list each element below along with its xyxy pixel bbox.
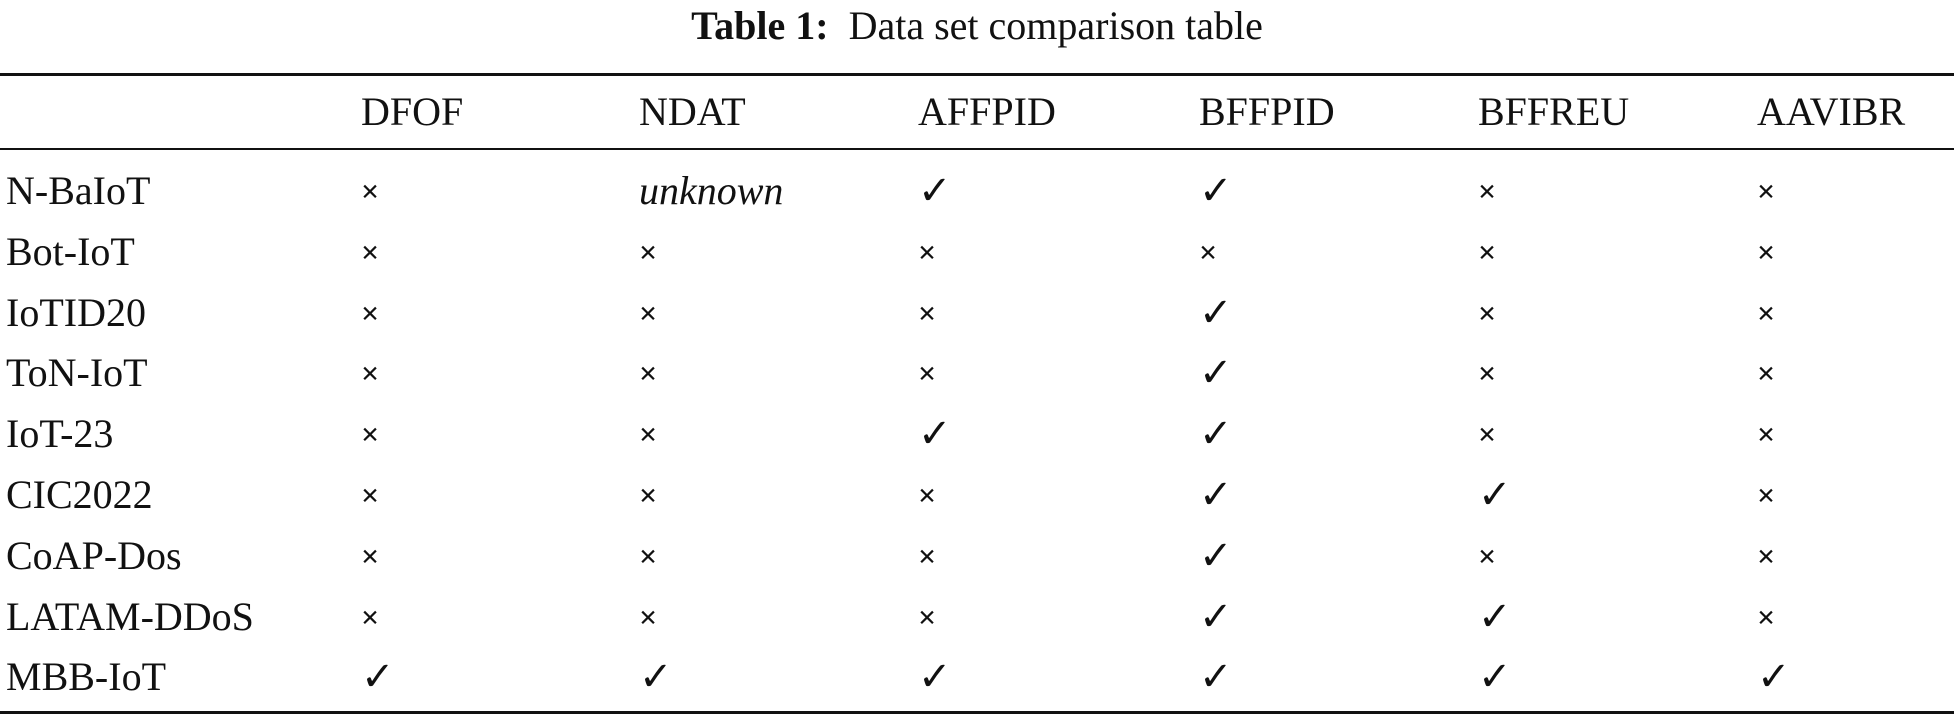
cell: × [918,355,937,392]
row-label: IoTID20 [6,289,146,335]
caption: Table 1: Data set comparison table [0,4,1954,48]
cell: ✓ [1199,411,1233,457]
cell: × [1478,355,1497,392]
cell: × [361,477,380,513]
cell: ✓ [361,654,395,700]
column-header: AAVIBR [1757,89,1906,134]
row-label: IoT-23 [6,411,114,457]
cell: × [1757,173,1776,209]
cell: × [1478,416,1497,453]
row-label: LATAM-DDoS [6,593,254,639]
cell: × [639,355,658,392]
cell: × [361,233,380,270]
column-header: DFOF [361,89,464,134]
cell: × [1478,537,1497,574]
mid-rule [0,148,1954,150]
cell: ✓ [1199,472,1233,517]
column-header: NDAT [639,89,746,134]
cell: × [639,477,658,513]
row-label: CIC2022 [6,472,153,517]
cell: × [361,294,380,331]
cell: × [1757,598,1776,635]
cell: × [361,598,380,635]
cell: × [1757,416,1776,453]
cell: ✓ [1199,593,1233,639]
cell: × [639,598,658,635]
cell: × [1757,477,1776,513]
row-label: ToN-IoT [6,350,148,396]
cell: × [361,416,380,453]
cell: × [639,233,658,270]
bottom-rule [0,711,1954,714]
cell: ✓ [639,654,673,700]
cell: ✓ [918,168,952,213]
cell: × [1478,233,1497,270]
cell: × [1478,294,1497,331]
cell: × [639,537,658,574]
cell: unknown [639,168,784,213]
cell: × [639,294,658,331]
row-label: N-BaIoT [6,168,151,213]
row-label: Bot-IoT [6,228,135,274]
cell: × [918,477,937,513]
cell: × [1757,537,1776,574]
cell: ✓ [1199,168,1233,213]
row-label: CoAP-Dos [6,532,182,578]
cell: × [1757,233,1776,270]
cell: × [918,598,937,635]
cell: ✓ [1199,350,1233,396]
cell: × [1757,294,1776,331]
cell: × [1199,233,1218,270]
caption-text: Data set comparison table [848,3,1263,48]
top-rule [0,73,1954,76]
caption-label: Table 1: [691,3,829,48]
cell: ✓ [1199,654,1233,700]
cell: × [1757,355,1776,392]
cell: ✓ [1478,654,1512,700]
cell: × [918,294,937,331]
cell: × [361,537,380,574]
column-header: BFFREU [1478,89,1630,134]
row-label: MBB-IoT [6,654,166,700]
cell: ✓ [1199,532,1233,578]
cell: ✓ [1757,654,1791,700]
cell: ✓ [1478,593,1512,639]
cell: × [639,416,658,453]
column-header: AFFPID [918,89,1056,134]
cell: × [918,233,937,270]
cell: ✓ [1478,472,1512,517]
cell: ✓ [918,411,952,457]
cell: × [1478,173,1497,209]
cell: × [361,173,380,209]
cell: × [361,355,380,392]
column-header: BFFPID [1199,89,1335,134]
cell: ✓ [918,654,952,700]
cell: ✓ [1199,289,1233,335]
cell: × [918,537,937,574]
